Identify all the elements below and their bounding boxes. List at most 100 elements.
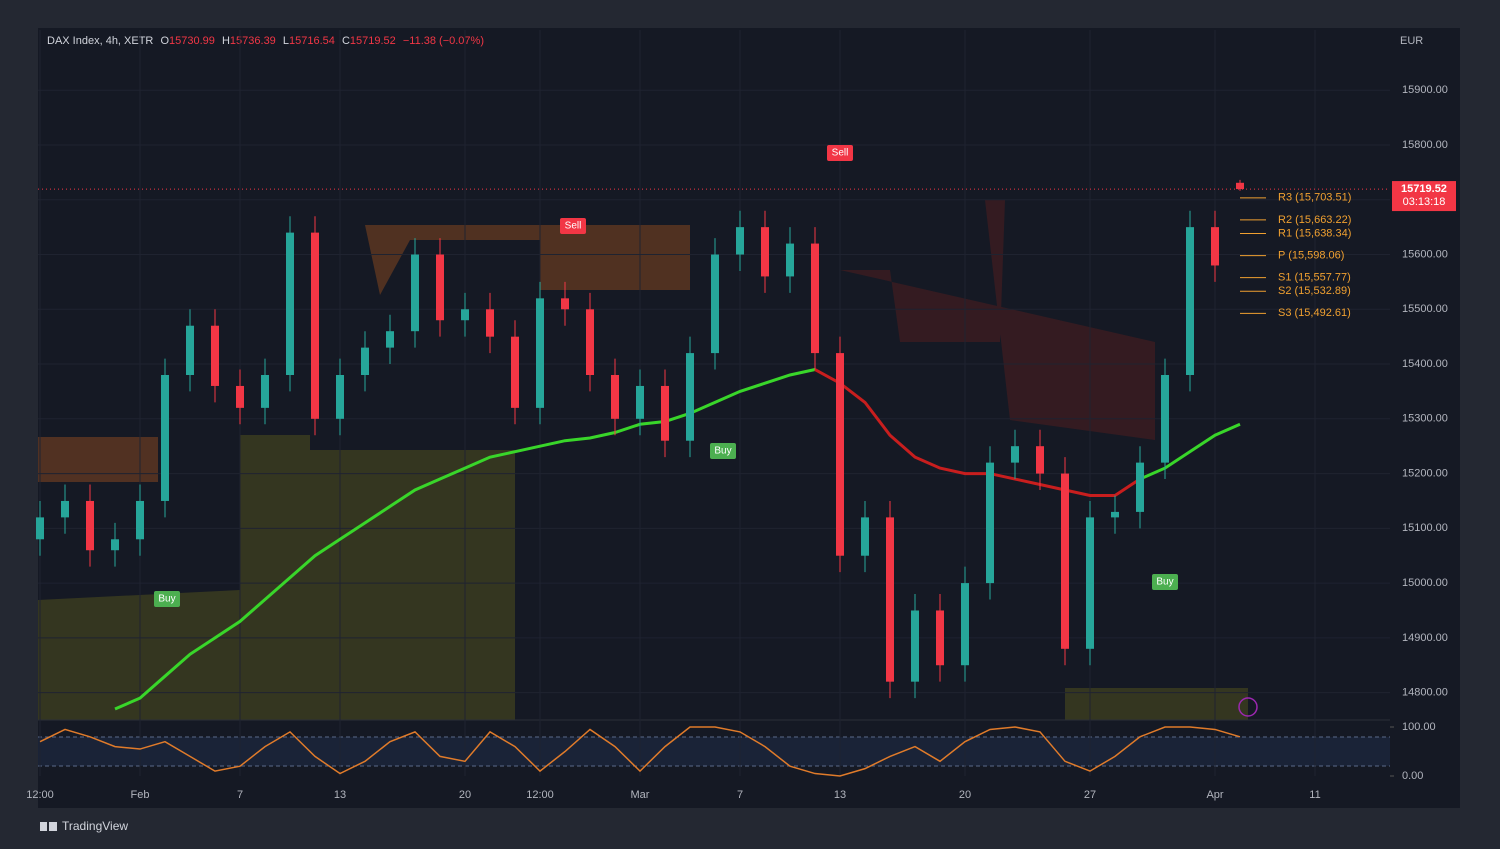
candle-body — [1036, 446, 1044, 474]
candle-body — [861, 517, 869, 556]
band — [840, 200, 1155, 440]
y-tick-label: 14800.00 — [1402, 687, 1448, 699]
candle-body — [336, 375, 344, 419]
pivot-label: R1 (15,638.34) — [1278, 227, 1351, 239]
c-value: 15719.52 — [350, 35, 396, 47]
l-value: 15716.54 — [289, 35, 335, 47]
candle-body — [961, 583, 969, 666]
y-tick-label: 15900.00 — [1402, 84, 1448, 96]
candle-body — [486, 309, 494, 337]
price-tag-value: 15719.52 — [1401, 183, 1447, 195]
moving-average — [114, 368, 1241, 711]
y-tick-label: 15600.00 — [1402, 248, 1448, 260]
moving-average — [814, 368, 1141, 497]
x-tick-label: Mar — [631, 789, 650, 801]
signal-badge — [154, 591, 180, 607]
symbol: DAX Index, 4h, XETR — [47, 35, 153, 47]
change: −11.38 (−0.07%) — [403, 35, 484, 47]
logo-mark — [40, 822, 47, 831]
x-tick-label: 20 — [459, 789, 471, 801]
candle-body — [761, 227, 769, 277]
x-tick-label: Apr — [1206, 789, 1223, 801]
candle-body — [1236, 182, 1244, 190]
band — [38, 437, 158, 482]
candle-body — [636, 385, 644, 419]
candle-body — [511, 336, 519, 408]
bands — [38, 200, 1248, 720]
candle-body — [1186, 227, 1194, 375]
candle-body — [161, 375, 169, 501]
pivot-label: S1 (15,557.77) — [1278, 272, 1351, 284]
pivot-label: S3 (15,492.61) — [1278, 307, 1351, 319]
signal-badge — [560, 218, 586, 234]
candle-body — [411, 254, 419, 332]
x-tick-label: 7 — [737, 789, 743, 801]
signal-label: Buy — [1156, 577, 1173, 588]
candle-body — [586, 309, 594, 375]
signal-badge — [1152, 574, 1178, 590]
band — [38, 435, 515, 720]
y-tick-label: 15000.00 — [1402, 577, 1448, 589]
candle-body — [736, 227, 744, 255]
currency: EUR — [1400, 35, 1423, 47]
osc-tick-label: 100.00 — [1402, 721, 1436, 733]
x-tick-label: 11 — [1309, 789, 1320, 801]
candle-body — [61, 500, 69, 518]
signal-badge — [827, 145, 853, 161]
candle-body — [186, 325, 194, 375]
y-tick-label: 15300.00 — [1402, 413, 1448, 425]
candle-body — [836, 353, 844, 556]
osc-tick-label: 0.00 — [1402, 770, 1423, 782]
candle-body — [1061, 473, 1069, 649]
candle-body — [86, 500, 94, 551]
band — [1065, 688, 1248, 720]
h-label: H — [222, 35, 230, 47]
x-tick-label: Feb — [131, 789, 150, 801]
candle-body — [361, 347, 369, 375]
c-label: C — [342, 35, 350, 47]
price-tag — [1392, 181, 1456, 212]
o-value: 15730.99 — [169, 35, 215, 47]
candle-body — [661, 385, 669, 441]
osc-band — [38, 737, 1390, 766]
candle-body — [286, 232, 294, 375]
candle-body — [536, 298, 544, 408]
candle-body — [1086, 517, 1094, 649]
candle-body — [261, 375, 269, 408]
price-tag-timer: 03:13:18 — [1403, 196, 1446, 208]
candle-body — [886, 517, 894, 682]
logo-mark — [49, 822, 57, 831]
y-tick-label: 15500.00 — [1402, 303, 1448, 315]
candle-body — [786, 243, 794, 277]
x-tick-label: 12:00 — [26, 789, 54, 801]
y-tick-label: 15800.00 — [1402, 139, 1448, 151]
candle-body — [1161, 375, 1169, 463]
l-label: L — [283, 35, 289, 47]
chart-area — [38, 28, 1460, 808]
y-tick-label: 15400.00 — [1402, 358, 1448, 370]
pivot-label: P (15,598.06) — [1278, 249, 1344, 261]
x-tick-label: 7 — [237, 789, 243, 801]
x-tick-label: 13 — [834, 789, 846, 801]
signal-label: Buy — [158, 594, 175, 605]
candle-body — [561, 298, 569, 310]
y-tick-label: 15100.00 — [1402, 522, 1448, 534]
pivot-label: R2 (15,663.22) — [1278, 214, 1351, 226]
x-tick-label: 13 — [334, 789, 346, 801]
candle-body — [1211, 227, 1219, 266]
brand: TradingView — [62, 819, 128, 833]
candle-body — [211, 325, 219, 386]
o-label: O — [160, 35, 169, 47]
candle-body — [386, 331, 394, 348]
signal-label: Sell — [565, 221, 582, 232]
band — [365, 225, 690, 295]
candle-body — [611, 375, 619, 419]
candle-body — [111, 539, 119, 551]
legend-header: DAX Index, 4h, XETR O15730.99 H15736.39 … — [47, 35, 484, 47]
signal-badge — [710, 443, 736, 459]
candle-body — [461, 309, 469, 321]
candle-body — [936, 610, 944, 666]
alert-icon[interactable] — [1238, 697, 1258, 717]
